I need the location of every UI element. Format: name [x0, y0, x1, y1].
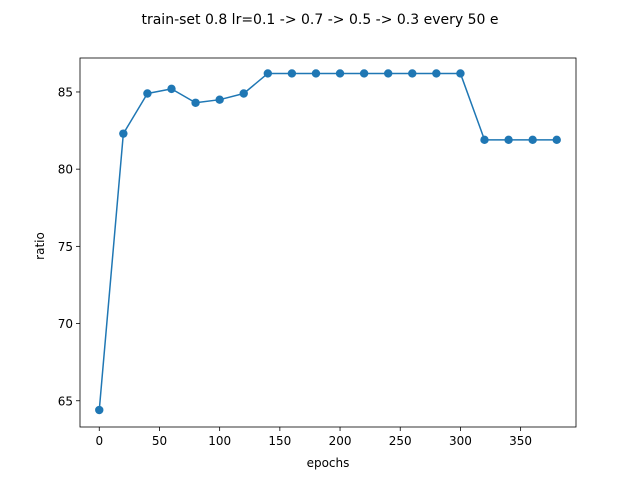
plot-frame — [79, 57, 577, 428]
data-point — [95, 405, 104, 415]
data-point — [167, 84, 176, 94]
x-tick-label: 50 — [152, 434, 167, 448]
data-point — [287, 69, 297, 78]
data-point — [143, 89, 152, 98]
x-tick-label: 0 — [95, 434, 103, 448]
series-line — [98, 72, 558, 411]
data-point — [359, 69, 369, 78]
plot-area — [80, 58, 576, 427]
y-tick-label: 80 — [58, 163, 73, 177]
x-tick-label: 150 — [268, 434, 291, 448]
data-point — [239, 89, 248, 98]
x-tick-label: 350 — [509, 434, 532, 448]
data-point — [383, 69, 393, 78]
y-axis-label: ratio — [33, 232, 47, 260]
data-point — [480, 135, 489, 145]
x-tick-label: 100 — [208, 434, 231, 448]
data-point — [191, 98, 200, 107]
data-point — [408, 69, 417, 78]
x-tick-label: 250 — [389, 434, 412, 448]
data-point — [504, 135, 513, 145]
data-point — [528, 135, 537, 145]
data-point — [335, 69, 345, 78]
y-tick-label: 85 — [58, 85, 73, 99]
y-tick-label: 70 — [58, 317, 73, 331]
plot-background — [80, 58, 576, 427]
series-layer — [95, 69, 561, 415]
axes: 0 50 100 150 200 250 300 350 65 70 75 80 85 — [58, 57, 577, 448]
data-point — [215, 95, 224, 104]
data-point — [119, 129, 128, 138]
data-point — [263, 69, 273, 78]
y-tick-label: 75 — [58, 240, 73, 254]
data-point — [456, 69, 465, 78]
data-point — [432, 69, 441, 78]
x-tick-label: 200 — [329, 434, 352, 448]
data-point — [311, 69, 321, 78]
x-axis-label: epochs — [307, 456, 350, 470]
data-point — [552, 135, 561, 145]
y-tick-label: 65 — [58, 394, 73, 408]
x-tick-label: 300 — [449, 434, 472, 448]
chart-title: train-set 0.8 lr=0.1 -> 0.7 -> 0.5 -> 0.… — [141, 12, 498, 28]
